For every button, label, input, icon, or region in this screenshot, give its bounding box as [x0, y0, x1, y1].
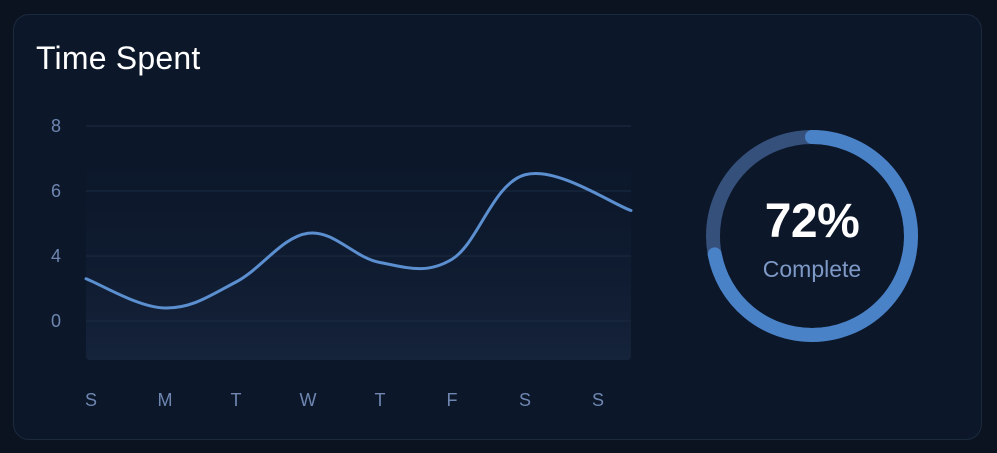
y-tick-label: 0 [51, 311, 61, 331]
x-tick-label: S [592, 390, 604, 410]
progress-ring-fill [706, 130, 918, 342]
card-title: Time Spent [36, 40, 201, 76]
y-tick-label: 4 [51, 246, 61, 266]
plot-area [86, 126, 631, 360]
x-tick-label: T [231, 390, 242, 410]
y-tick-label: 6 [51, 181, 61, 201]
x-tick-label: F [447, 390, 458, 410]
x-tick-label: T [375, 390, 386, 410]
x-tick-label: M [158, 390, 173, 410]
x-tick-label: W [300, 390, 317, 410]
series-line [84, 171, 633, 310]
x-tick-label: S [519, 390, 531, 410]
x-tick-label: S [85, 390, 97, 410]
y-tick-label: 8 [51, 116, 61, 136]
